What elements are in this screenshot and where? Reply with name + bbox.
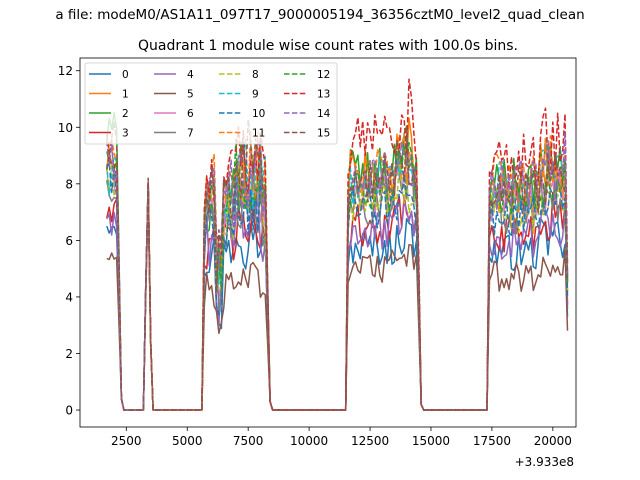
series-line-13	[106, 78, 569, 411]
x-tick-label: 10000	[290, 434, 328, 448]
x-tick-label: 2500	[111, 434, 142, 448]
legend-label: 10	[252, 108, 265, 120]
legend-label: 0	[122, 69, 129, 81]
series-line-14	[106, 131, 569, 411]
legend-label: 2	[122, 108, 129, 120]
y-tick-label: 6	[65, 234, 73, 248]
legend-label: 7	[187, 128, 194, 140]
series-layer	[106, 78, 569, 411]
axes-frame	[79, 57, 577, 428]
x-axis: 2500 5000 7500 10000 12500 15000 17500 20000	[111, 427, 572, 448]
series-line-1	[106, 117, 569, 411]
legend-label: 14	[317, 108, 331, 120]
y-axis: 0 2 4 6 8 10 12	[58, 64, 80, 418]
x-tick-label: 12500	[351, 434, 389, 448]
y-tick-label: 10	[58, 121, 73, 135]
series-line-10	[106, 161, 569, 411]
legend-label: 9	[252, 89, 259, 101]
legend-label: 12	[317, 69, 330, 81]
legend-label: 11	[252, 128, 265, 140]
figure-suptitle: a file: modeM0/AS1A11_097T17_9000005194_…	[55, 7, 584, 23]
y-tick-label: 8	[65, 177, 73, 191]
x-axis-offset-label: +3.933e8	[515, 455, 574, 469]
y-tick-label: 2	[65, 347, 73, 361]
legend-frame	[84, 62, 338, 145]
x-tick-label: 5000	[172, 434, 203, 448]
series-line-4	[106, 185, 569, 411]
legend-label: 1	[122, 89, 129, 101]
x-tick-label: 20000	[534, 434, 572, 448]
chart-title: Quadrant 1 module wise count rates with …	[138, 38, 518, 54]
series-line-11	[106, 129, 569, 411]
legend-label: 8	[252, 69, 259, 81]
legend-label: 3	[122, 128, 129, 140]
series-line-5	[106, 200, 569, 411]
x-tick-label: 15000	[412, 434, 450, 448]
y-tick-label: 12	[58, 64, 73, 78]
series-line-15	[106, 118, 569, 411]
legend-label: 6	[187, 108, 194, 120]
legend-label: 5	[187, 89, 194, 101]
y-tick-label: 0	[65, 404, 73, 418]
x-tick-label: 17500	[473, 434, 511, 448]
y-tick-label: 4	[65, 290, 73, 304]
legend-label: 4	[187, 69, 194, 81]
x-tick-label: 7500	[233, 434, 264, 448]
series-line-9	[106, 138, 569, 411]
legend-label: 15	[317, 128, 330, 140]
legend-label: 13	[317, 89, 330, 101]
series-line-0	[106, 188, 569, 411]
series-line-3	[106, 183, 569, 411]
